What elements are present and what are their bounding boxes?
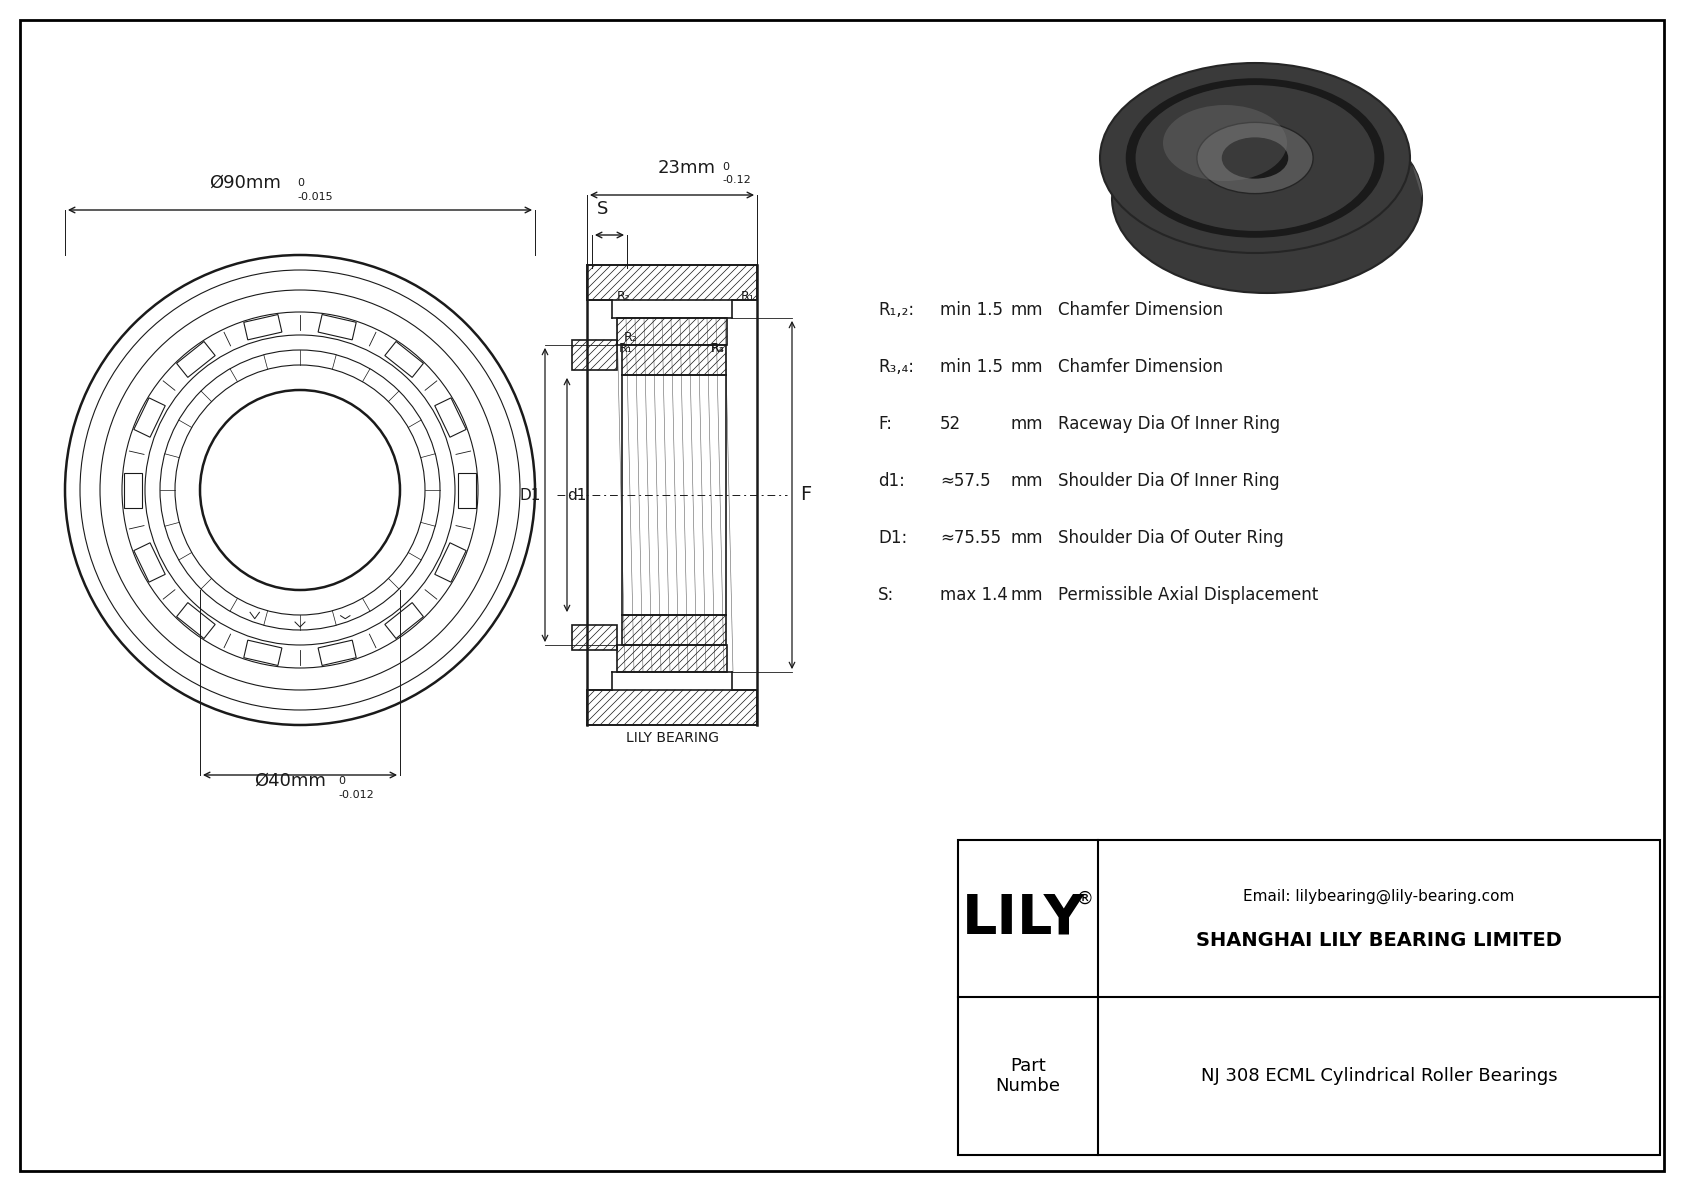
Bar xyxy=(616,318,727,345)
Text: 52: 52 xyxy=(940,414,962,434)
Text: Chamfer Dimension: Chamfer Dimension xyxy=(1058,301,1223,319)
Text: mm: mm xyxy=(1010,301,1042,319)
Text: LILY: LILY xyxy=(962,892,1084,946)
Text: R₁: R₁ xyxy=(741,289,754,303)
Text: R₄: R₄ xyxy=(711,342,724,355)
Text: ≈75.55: ≈75.55 xyxy=(940,529,1000,547)
Text: Permissible Axial Displacement: Permissible Axial Displacement xyxy=(1058,586,1319,604)
Bar xyxy=(958,840,1660,1155)
Text: R₁,₂:: R₁,₂: xyxy=(877,301,914,319)
Ellipse shape xyxy=(1100,63,1410,252)
Text: d1:: d1: xyxy=(877,472,904,490)
Text: Raceway Dia Of Inner Ring: Raceway Dia Of Inner Ring xyxy=(1058,414,1280,434)
Text: 0: 0 xyxy=(722,162,729,172)
Text: Part
Numbe: Part Numbe xyxy=(995,1056,1061,1096)
Bar xyxy=(573,339,616,370)
Bar xyxy=(573,625,616,650)
Text: S:: S: xyxy=(877,586,894,604)
Text: R₂: R₂ xyxy=(625,331,638,344)
Ellipse shape xyxy=(1197,123,1314,194)
Text: LILY BEARING: LILY BEARING xyxy=(625,731,719,746)
Text: mm: mm xyxy=(1010,586,1042,604)
Bar xyxy=(621,345,726,375)
Ellipse shape xyxy=(1164,105,1287,181)
Text: D1: D1 xyxy=(520,487,541,503)
Ellipse shape xyxy=(1223,138,1288,177)
Text: Ø90mm: Ø90mm xyxy=(209,174,281,192)
Text: mm: mm xyxy=(1010,358,1042,376)
Text: Shoulder Dia Of Outer Ring: Shoulder Dia Of Outer Ring xyxy=(1058,529,1283,547)
Text: F:: F: xyxy=(877,414,893,434)
Text: S: S xyxy=(598,200,608,218)
Text: Email: lilybearing@lily-bearing.com: Email: lilybearing@lily-bearing.com xyxy=(1243,888,1514,904)
Text: -0.015: -0.015 xyxy=(296,192,333,202)
Text: max 1.4: max 1.4 xyxy=(940,586,1009,604)
Text: min 1.5: min 1.5 xyxy=(940,358,1004,376)
Text: -0.12: -0.12 xyxy=(722,175,751,185)
Text: R₁: R₁ xyxy=(620,342,633,355)
Text: Shoulder Dia Of Inner Ring: Shoulder Dia Of Inner Ring xyxy=(1058,472,1280,490)
Text: min 1.5: min 1.5 xyxy=(940,301,1004,319)
Text: D1:: D1: xyxy=(877,529,908,547)
Text: d1: d1 xyxy=(568,487,586,503)
Ellipse shape xyxy=(1234,177,1300,218)
Text: mm: mm xyxy=(1010,414,1042,434)
Text: ≈57.5: ≈57.5 xyxy=(940,472,990,490)
Text: -0.012: -0.012 xyxy=(338,790,374,800)
Text: F: F xyxy=(800,486,812,505)
Text: 0: 0 xyxy=(338,777,345,786)
Text: R₂: R₂ xyxy=(616,289,632,303)
Bar xyxy=(588,690,758,725)
Ellipse shape xyxy=(1127,80,1383,236)
Text: Chamfer Dimension: Chamfer Dimension xyxy=(1058,358,1223,376)
Ellipse shape xyxy=(1135,85,1376,231)
Bar xyxy=(621,615,726,646)
Text: 0: 0 xyxy=(296,177,305,188)
Text: ®: ® xyxy=(1076,890,1095,908)
Text: 23mm: 23mm xyxy=(658,160,716,177)
Text: R₃,₄:: R₃,₄: xyxy=(877,358,914,376)
Polygon shape xyxy=(1100,63,1421,198)
Text: mm: mm xyxy=(1010,472,1042,490)
Text: R₃: R₃ xyxy=(711,342,726,355)
Text: mm: mm xyxy=(1010,529,1042,547)
Ellipse shape xyxy=(1111,102,1421,293)
Bar xyxy=(588,266,758,300)
Bar xyxy=(616,646,727,672)
Text: NJ 308 ECML Cylindrical Roller Bearings: NJ 308 ECML Cylindrical Roller Bearings xyxy=(1201,1067,1558,1085)
Text: SHANGHAI LILY BEARING LIMITED: SHANGHAI LILY BEARING LIMITED xyxy=(1196,931,1563,950)
Text: Ø40mm: Ø40mm xyxy=(254,772,327,790)
